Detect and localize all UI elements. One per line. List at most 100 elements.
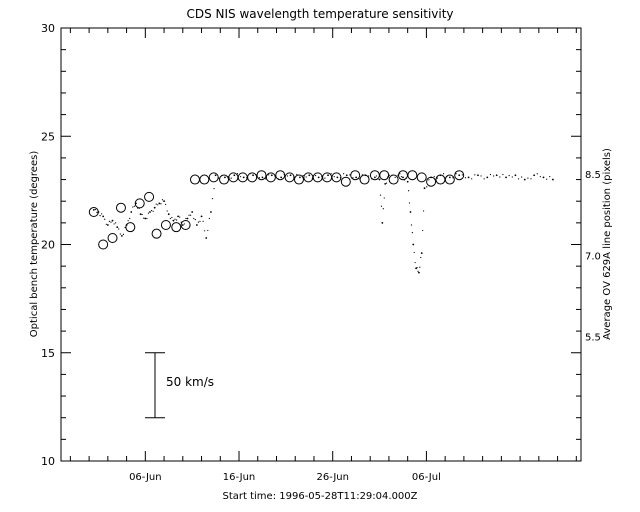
temperature-point — [150, 209, 153, 212]
temperature-point — [141, 213, 143, 216]
temperature-point — [411, 231, 413, 234]
temperature-point — [471, 178, 473, 180]
temperature-point — [191, 211, 194, 213]
temperature-point — [413, 251, 415, 254]
temperature-point — [414, 261, 416, 264]
temperature-point — [99, 215, 101, 217]
y-tick-label: 20 — [41, 239, 55, 252]
line-position-point — [426, 176, 437, 187]
temperature-point — [349, 174, 351, 176]
line-position-point — [228, 172, 239, 183]
temperature-point — [330, 173, 332, 175]
temperature-point — [352, 177, 354, 179]
y2-tick-label: 7.0 — [585, 251, 601, 262]
temperature-point — [368, 175, 370, 177]
temperature-point — [383, 197, 385, 199]
temperature-point — [160, 203, 162, 205]
temperature-point — [517, 178, 520, 180]
temperature-point — [153, 206, 156, 209]
temperature-point — [129, 217, 131, 220]
temperature-point — [458, 174, 461, 177]
line-position-point — [115, 202, 126, 213]
temperature-point — [448, 176, 451, 179]
line-position-point — [435, 174, 446, 185]
temperature-point — [105, 223, 107, 225]
temperature-point — [406, 180, 409, 183]
line-position-point — [397, 170, 408, 181]
chart-title: CDS NIS wavelength temperature sensitivi… — [186, 7, 453, 21]
temperature-point — [489, 173, 492, 176]
temperature-point — [171, 216, 173, 219]
temperature-point — [258, 177, 260, 179]
temperature-point — [379, 194, 382, 196]
line-position-point — [444, 174, 455, 185]
temperature-point — [521, 176, 523, 178]
temperature-point — [511, 176, 513, 178]
temperature-point — [214, 174, 217, 177]
axis-ticks — [61, 27, 581, 462]
temperature-point — [410, 224, 413, 226]
temperature-point — [200, 215, 203, 218]
temperature-point — [317, 176, 320, 179]
temperature-point — [146, 217, 148, 220]
temperature-point — [195, 224, 198, 226]
plot-frame — [60, 27, 582, 462]
temperature-point — [158, 202, 161, 205]
temperature-point — [204, 230, 206, 232]
temperature-point — [408, 202, 411, 204]
temperature-point — [358, 178, 360, 180]
temperature-point — [110, 221, 112, 223]
temperature-point — [211, 198, 214, 200]
temperature-point — [133, 205, 135, 207]
temperature-point — [270, 174, 273, 177]
temperature-point — [236, 173, 239, 175]
temperature-point — [166, 210, 168, 212]
line-position-point — [208, 172, 219, 183]
temperature-point — [499, 176, 501, 178]
temperature-point — [385, 182, 388, 184]
line-position-point — [359, 174, 370, 185]
temperature-point — [527, 177, 529, 179]
temperature-point — [412, 243, 415, 246]
temperature-point — [422, 210, 425, 212]
temperature-point — [382, 208, 384, 210]
temperature-point — [495, 174, 498, 177]
line-position-point — [340, 176, 351, 187]
temperature-point — [230, 177, 232, 179]
scale-bar — [145, 352, 165, 419]
temperature-point — [268, 174, 270, 176]
temperature-point — [343, 173, 345, 175]
temperature-point — [333, 176, 335, 178]
temperature-point — [157, 204, 159, 206]
line-position-point — [275, 170, 286, 181]
y-tick-label: 30 — [41, 22, 55, 35]
line-position-point — [237, 172, 248, 183]
temperature-point — [539, 176, 541, 178]
temperature-point — [190, 214, 192, 216]
temperature-point — [115, 222, 117, 224]
temperature-point — [188, 214, 190, 216]
y-tick-label: 15 — [41, 347, 55, 360]
temperature-point — [419, 266, 421, 268]
temperature-point — [181, 224, 184, 226]
line-position-point — [303, 172, 314, 183]
temperature-point — [143, 217, 145, 219]
line-position-point — [379, 170, 390, 181]
temperature-point — [163, 200, 165, 203]
temperature-point — [422, 229, 424, 232]
y-tick-labels: 10 15 20 25 30 — [41, 22, 55, 468]
temperature-point — [455, 173, 457, 175]
line-position-point — [284, 172, 295, 183]
temperature-point — [155, 203, 157, 205]
temperature-point — [121, 234, 123, 237]
line-position-point — [180, 220, 191, 231]
temperature-point — [239, 176, 242, 178]
temperature-point — [208, 217, 210, 220]
temperature-point — [261, 176, 264, 179]
temperature-point — [299, 176, 301, 179]
temperature-point — [186, 217, 189, 220]
temperature-point — [111, 219, 114, 222]
line-position-point — [265, 172, 276, 183]
line-position-point — [350, 170, 361, 181]
